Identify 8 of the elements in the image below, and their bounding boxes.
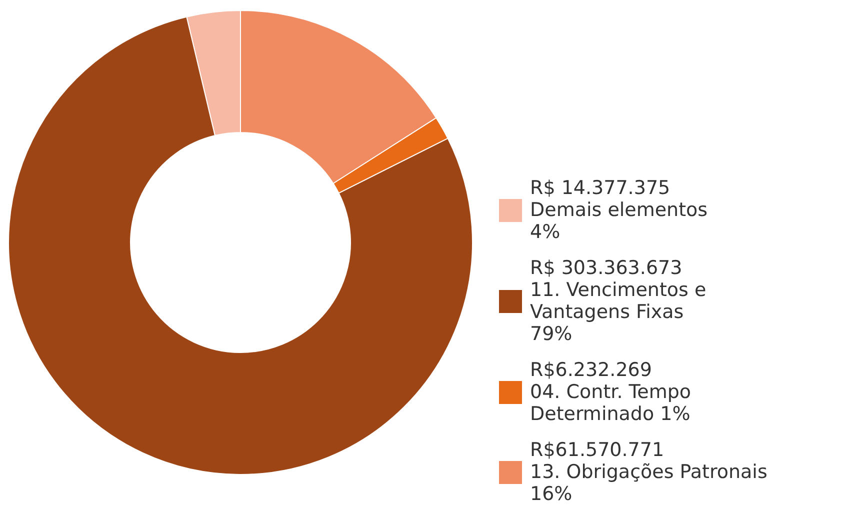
data-label: R$ 303.363.673: [530, 257, 682, 279]
legend-label: 04. Contr. Tempo Determinado 1%: [530, 381, 692, 425]
data-label: R$61.570.771: [530, 439, 664, 461]
data-label: R$ 14.377.375: [530, 177, 670, 199]
data-label: R$6.232.269: [530, 359, 652, 381]
legend-label: 13. Obrigações Patronais 16%: [530, 461, 768, 505]
legend-label: 11. Vencimentos e Vantagens Fixas 79%: [530, 279, 706, 345]
legend-label: Demais elementos 4%: [530, 199, 708, 243]
